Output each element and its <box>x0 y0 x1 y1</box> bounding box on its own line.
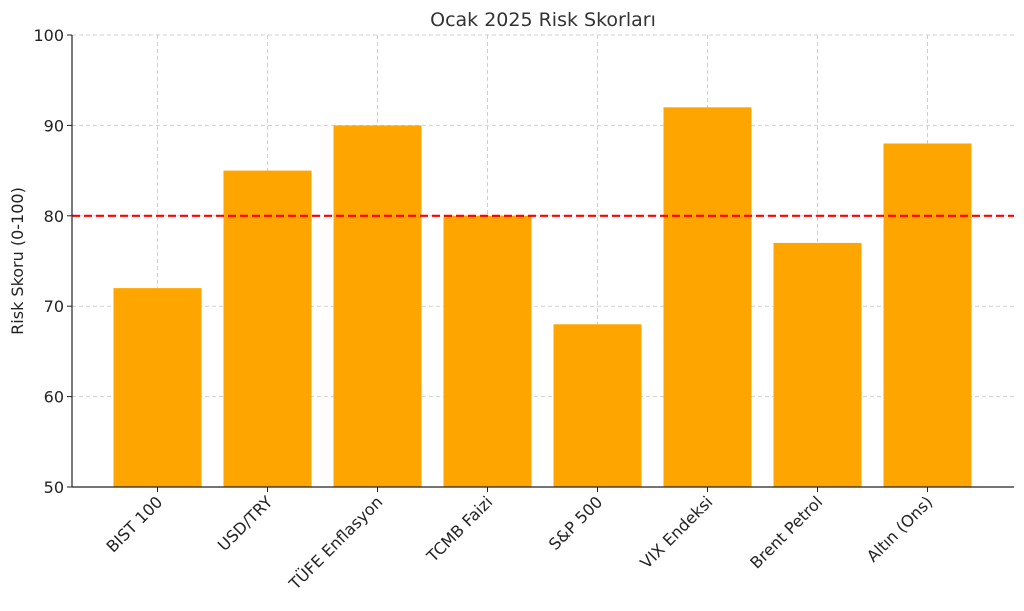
y-ticks: 50 60 70 80 90 100 <box>33 26 72 497</box>
bar <box>443 215 532 488</box>
bar <box>773 242 862 487</box>
x-tick-label: Brent Petrol <box>746 492 826 572</box>
bars <box>113 107 972 488</box>
bar <box>223 170 312 487</box>
bar <box>553 324 642 487</box>
y-tick-label: 50 <box>44 478 64 497</box>
bar <box>883 143 972 488</box>
y-axis-label: Risk Skoru (0-100) <box>8 187 27 335</box>
bar <box>113 288 202 487</box>
x-tick-label: BIST 100 <box>103 492 167 556</box>
y-tick-label: 100 <box>33 26 64 45</box>
y-tick-label: 90 <box>44 116 64 135</box>
bar <box>663 107 752 487</box>
y-tick-label: 70 <box>44 297 64 316</box>
x-tick-label: S&P 500 <box>545 492 606 553</box>
x-ticks: BIST 100 USD/TRY TÜFE Enflasyon TCMB Faizi S… <box>103 487 936 594</box>
y-tick-label: 80 <box>44 207 64 226</box>
x-tick-label: USD/TRY <box>214 492 277 555</box>
bar <box>333 125 422 488</box>
y-tick-label: 60 <box>44 388 64 407</box>
x-tick-label: VIX Endeksi <box>636 492 716 572</box>
x-tick-label: TÜFE Enflasyon <box>285 492 387 594</box>
x-tick-label: TCMB Faizi <box>422 492 496 566</box>
axes <box>71 35 1014 488</box>
chart-title: Ocak 2025 Risk Skorları <box>430 9 656 31</box>
grid <box>72 34 1014 487</box>
x-tick-label: Altın (Ons) <box>863 492 936 565</box>
